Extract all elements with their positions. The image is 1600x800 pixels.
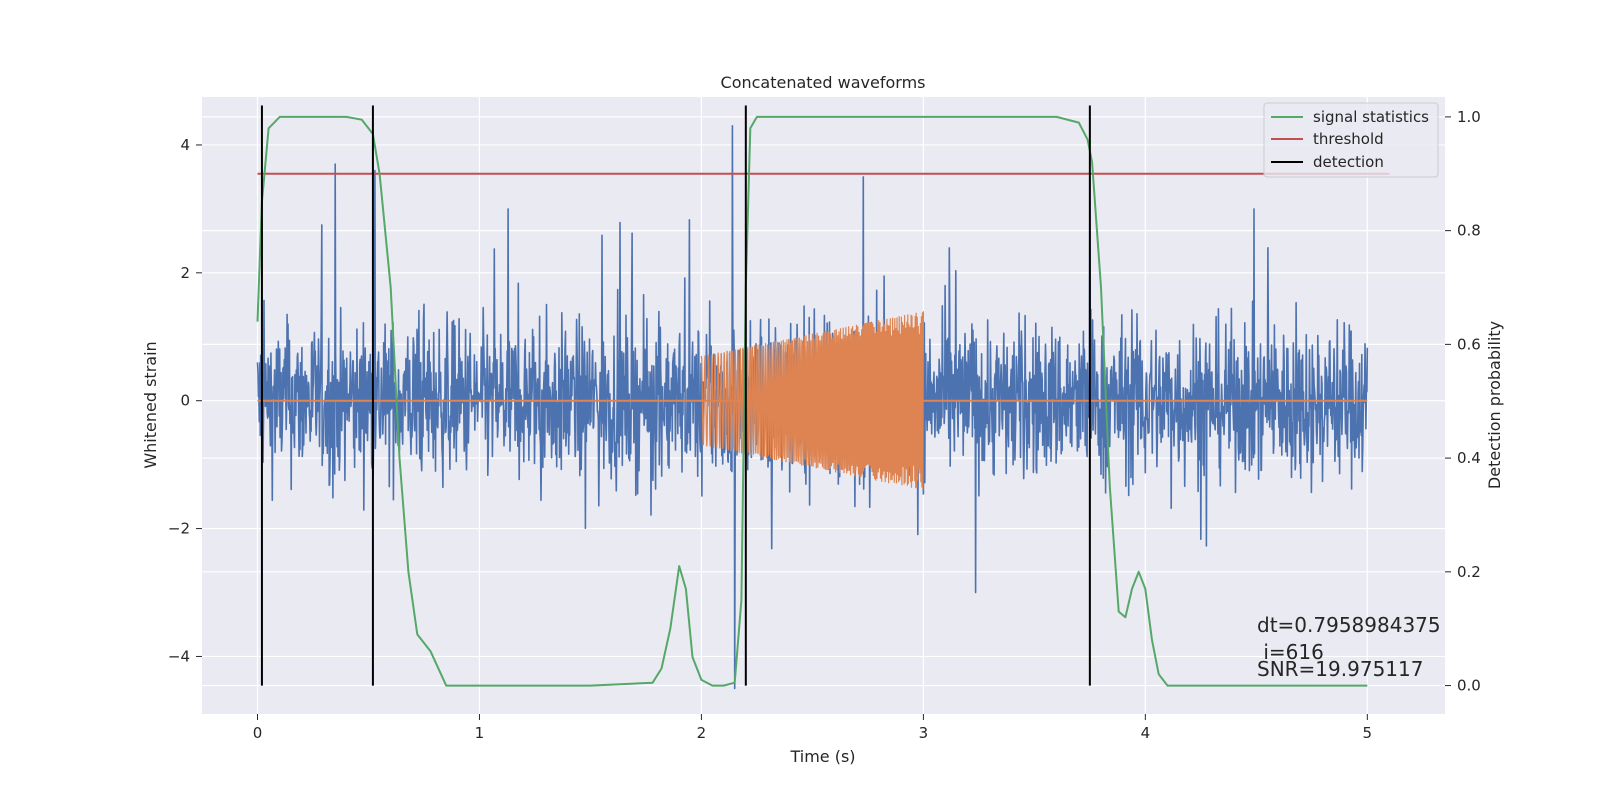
detection-lines: [260, 105, 1091, 686]
legend-label-detection: detection: [1313, 153, 1384, 171]
x-tick-label: 2: [697, 724, 707, 742]
x-tick-label: 5: [1363, 724, 1373, 742]
x-axis-ticks: 0 1 2 3 4 5: [253, 714, 1372, 742]
y-tick-label: 0: [180, 392, 190, 410]
annotation-i: i=616: [1257, 640, 1324, 664]
x-tick-label: 1: [475, 724, 485, 742]
y-right-axis-label: Detection probability: [1485, 321, 1504, 489]
y-tick-label: −2: [168, 520, 190, 538]
y-axis-ticks: −4 −2 0 2 4: [168, 136, 202, 665]
y-right-axis-ticks: 0.0 0.2 0.4 0.6 0.8 1.0: [1445, 108, 1481, 695]
y-tick-label: 2: [180, 264, 190, 282]
y-right-tick-label: 0.0: [1457, 677, 1481, 695]
y-tick-label: 4: [180, 136, 190, 154]
legend: signal statistics threshold detection: [1263, 102, 1439, 178]
y-right-tick-label: 0.6: [1457, 335, 1481, 353]
legend-label-threshold: threshold: [1313, 130, 1384, 148]
legend-box: [1263, 102, 1439, 178]
x-tick-label: 4: [1141, 724, 1151, 742]
template-series: [700, 311, 924, 490]
signal-statistics-series: [256, 115, 1368, 687]
x-tick-label: 0: [253, 724, 263, 742]
legend-label-signal-statistics: signal statistics: [1313, 108, 1429, 126]
y-tick-label: −4: [168, 647, 190, 665]
x-axis-label: Time (s): [789, 747, 855, 766]
annotation-dt: dt=0.7958984375: [1257, 613, 1441, 637]
y-axis-label: Whitened strain: [141, 341, 160, 468]
y-right-tick-label: 0.8: [1457, 222, 1481, 240]
x-tick-label: 3: [919, 724, 929, 742]
chart-title: Concatenated waveforms: [721, 73, 926, 92]
y-right-tick-label: 0.4: [1457, 449, 1481, 467]
y-right-tick-label: 1.0: [1457, 108, 1481, 126]
y-right-tick-label: 0.2: [1457, 563, 1481, 581]
annotation-snr: SNR=19.975117: [1257, 657, 1423, 681]
